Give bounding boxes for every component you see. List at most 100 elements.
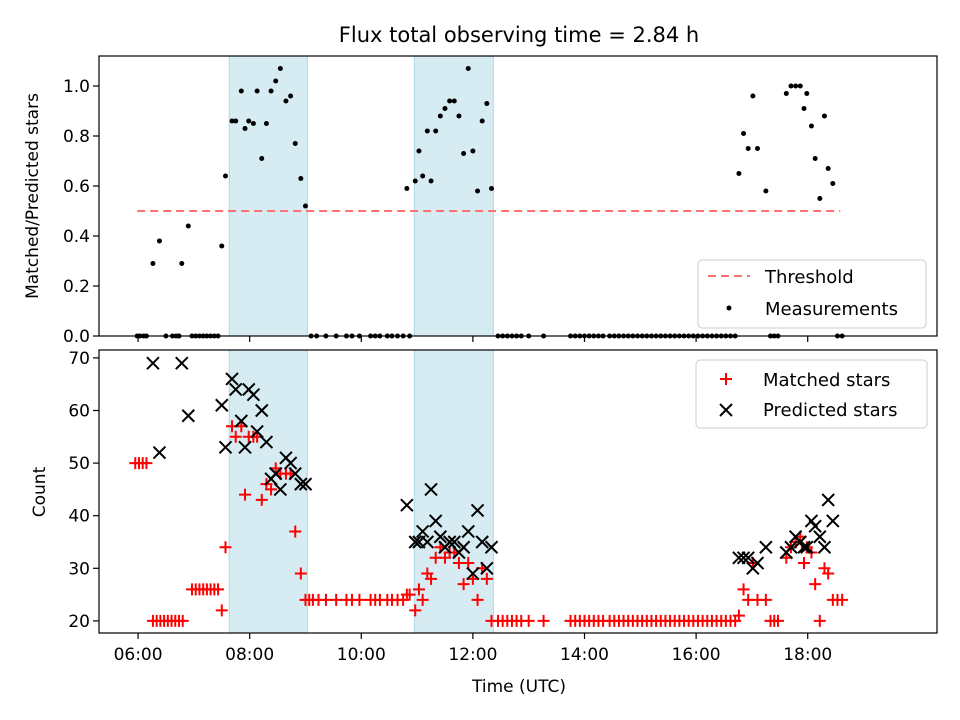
predicted-star-point	[420, 535, 435, 549]
measurement-point	[404, 186, 410, 191]
chart-title: Flux total observing time = 2.84 h	[339, 23, 699, 47]
x-tick-label: 16:00	[672, 645, 721, 665]
predicted-star-point	[813, 530, 827, 544]
matched-star-point	[522, 614, 535, 627]
measurement-point	[470, 148, 476, 154]
y-tick-label: 0.0	[63, 327, 90, 347]
bottom-plot-frame	[98, 349, 938, 634]
matched-star-point	[732, 609, 745, 622]
x-tick-label: 14:00	[560, 645, 609, 665]
measurement-point	[788, 83, 794, 89]
bottom-y-axis: 20 30 40 50 60 70	[68, 349, 99, 632]
legend-measurements-swatch	[726, 305, 732, 311]
measurement-point	[783, 91, 789, 96]
predicted-star-point	[229, 382, 243, 397]
measurement-point	[185, 223, 191, 229]
predicted-star-point	[234, 414, 249, 428]
y-tick-label: 0.4	[63, 227, 90, 247]
predicted-star-point	[817, 540, 832, 554]
measurement-point	[812, 156, 818, 161]
measurement-point	[268, 88, 274, 94]
measurement-point	[461, 151, 467, 156]
measurement-point	[412, 178, 418, 184]
top-observing-window	[228, 55, 308, 337]
predicted-star-point	[273, 482, 288, 497]
measurement-point	[288, 93, 294, 99]
matched-star-point	[239, 488, 252, 501]
measurement-point	[456, 113, 462, 119]
predicted-star-point	[750, 556, 765, 570]
matched-star-point	[809, 578, 822, 591]
matched-star-point	[737, 583, 750, 596]
measurement-point	[804, 91, 810, 96]
y-tick-label: 1.0	[63, 77, 90, 97]
measurement-point	[741, 131, 747, 136]
x-tick-label: 08:00	[225, 645, 274, 665]
measurement-point	[222, 173, 228, 179]
matched-star-point	[330, 593, 343, 606]
measurement-point	[451, 98, 457, 104]
x-tick-label: 06:00	[114, 645, 163, 665]
measurement-point	[465, 66, 471, 71]
measurement-point	[437, 113, 443, 119]
measurement-point	[416, 148, 422, 154]
legend-matched-label: Matched stars	[763, 370, 890, 391]
predicted-star-point	[269, 466, 283, 481]
matched-star-point	[537, 614, 550, 627]
predicted-star-point	[821, 493, 835, 507]
measurement-point	[745, 146, 751, 151]
measurement-point	[229, 118, 235, 124]
predicted-star-point	[797, 540, 811, 554]
measurement-point	[488, 186, 494, 191]
measurement-point	[302, 203, 308, 209]
matched-star-point	[219, 541, 232, 554]
x-axis-label: Time (UTC)	[471, 677, 566, 697]
predicted-star-point	[480, 561, 494, 576]
y-tick-label: 20	[68, 612, 90, 632]
matched-star-point	[822, 567, 835, 580]
top-legend: Threshold Measurements	[697, 259, 927, 329]
matched-star-point	[319, 593, 332, 606]
measurement-point	[273, 78, 279, 84]
matched-star-point	[255, 493, 268, 506]
bottom-observing-windows	[228, 349, 494, 634]
measurement-point	[259, 156, 265, 161]
predicted-star-point	[152, 445, 167, 460]
measurement-point	[238, 88, 244, 94]
measurement-point	[808, 123, 814, 129]
top-panel: 0.0 0.2 0.4 0.6 0.8 1.0 Matched/Predicted sta…	[23, 55, 938, 347]
matched-star-point	[425, 572, 438, 585]
measurement-point	[254, 88, 260, 94]
bottom-y-axis-label: Count	[30, 466, 50, 517]
predicted-star-point	[428, 514, 443, 528]
measurement-point	[793, 83, 799, 89]
measurement-point	[447, 98, 453, 104]
y-tick-label: 0.2	[63, 277, 90, 297]
matched-star-point	[771, 614, 784, 627]
x-tick-label: 12:00	[448, 645, 497, 665]
measurement-point	[263, 121, 269, 126]
y-tick-label: 40	[68, 507, 90, 527]
predicted-star-point	[433, 530, 448, 544]
matched-star-point	[176, 614, 189, 627]
predicted-star-point	[826, 514, 840, 528]
matched-star-point	[289, 525, 302, 538]
predicted-star-point	[288, 466, 302, 481]
matched-star-point	[759, 593, 772, 606]
measurement-point	[298, 176, 304, 181]
measurement-point	[428, 178, 434, 184]
predicted-stars-points	[146, 356, 840, 581]
predicted-star-point	[215, 398, 229, 412]
top-y-axis: 0.0 0.2 0.4 0.6 0.8 1.0	[63, 77, 99, 347]
predicted-star-point	[218, 440, 233, 455]
matched-star-point	[813, 614, 826, 627]
top-legend-box	[697, 259, 927, 329]
measurement-point	[277, 66, 283, 71]
y-tick-label: 0.8	[63, 127, 90, 147]
measurement-point	[763, 188, 769, 194]
predicted-star-point	[238, 440, 252, 455]
predicted-star-point	[784, 540, 798, 554]
predicted-star-point	[400, 498, 414, 512]
matched-star-point	[229, 430, 242, 443]
